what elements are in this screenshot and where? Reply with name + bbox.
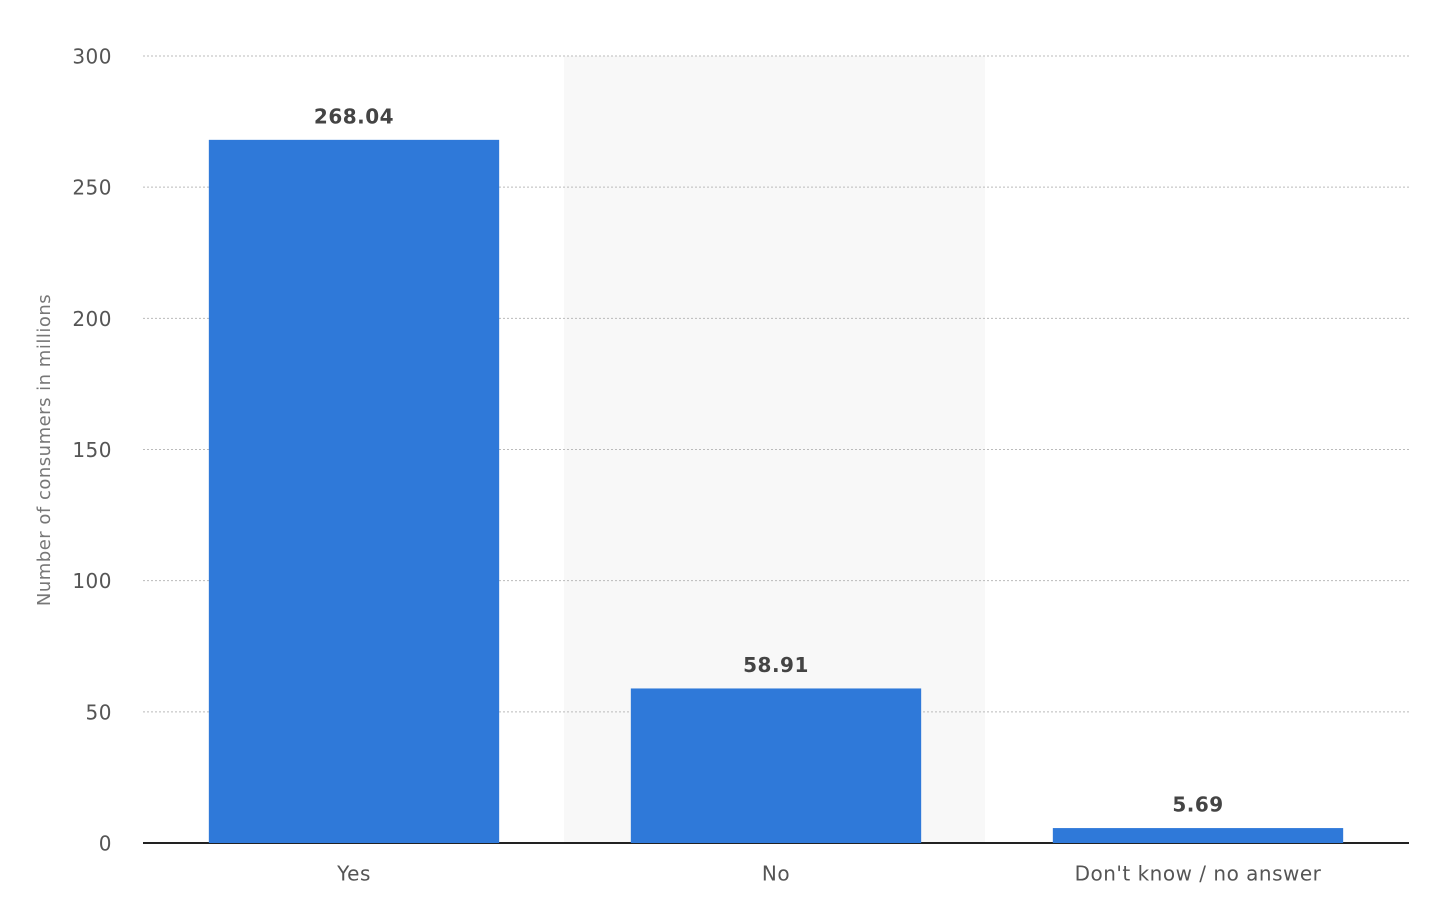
bar — [1052, 828, 1344, 843]
value-label: 268.04 — [314, 104, 394, 128]
x-tick-label: Yes — [336, 862, 371, 886]
y-tick-label: 250 — [72, 176, 112, 200]
bar — [630, 688, 922, 843]
y-tick-label: 150 — [72, 438, 112, 462]
y-tick-label: 50 — [86, 700, 112, 724]
y-tick-label: 0 — [99, 832, 112, 856]
x-tick-label: No — [762, 862, 790, 886]
y-axis-label: Number of consumers in millions — [34, 294, 55, 606]
y-tick-label: 300 — [72, 45, 112, 69]
y-tick-label: 200 — [72, 307, 112, 331]
y-tick-label: 100 — [72, 569, 112, 593]
x-tick-label: Don't know / no answer — [1075, 862, 1322, 886]
value-label: 58.91 — [743, 653, 809, 677]
value-label: 5.69 — [1172, 793, 1223, 817]
bar — [208, 139, 500, 843]
